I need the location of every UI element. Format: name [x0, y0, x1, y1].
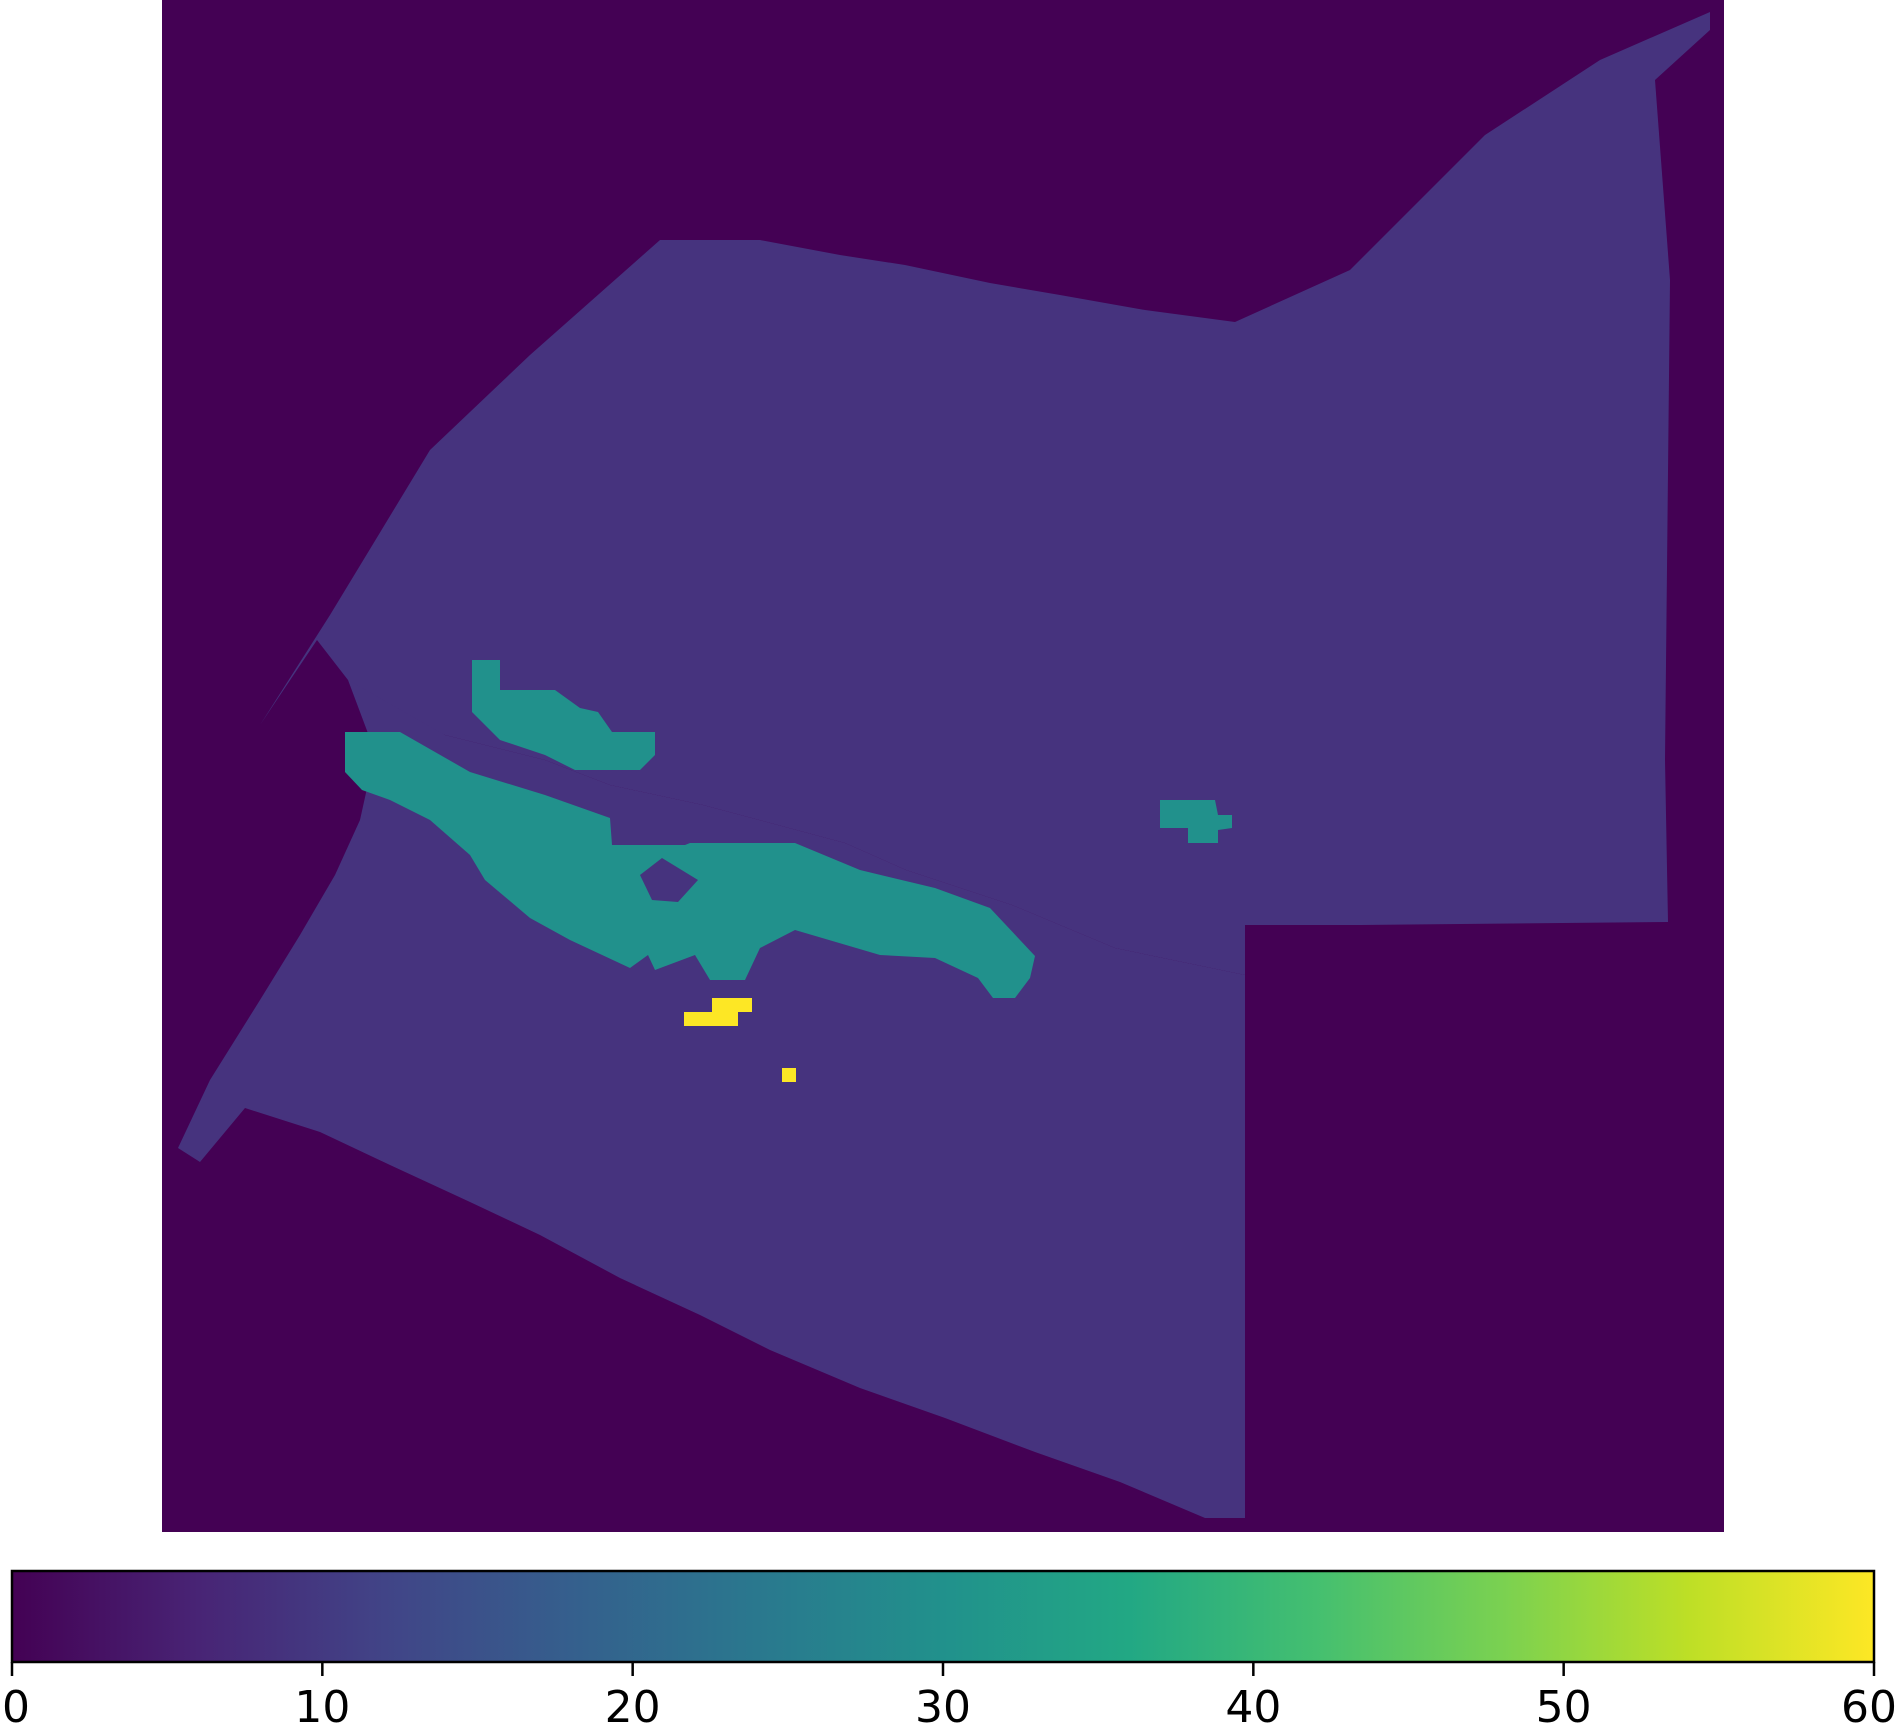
colorbar-ticks: 0 10 20 30 40 50 60: [2, 1662, 1897, 1733]
heatmap-image: [162, 0, 1724, 1532]
colorbar-tick-label: 60: [1841, 1682, 1897, 1733]
colorbar-tick-label: 40: [1225, 1682, 1281, 1733]
colorbar-tick-label: 20: [605, 1682, 661, 1733]
heatmap-teal-band: [345, 732, 1035, 998]
heatmap-hole: [640, 858, 698, 902]
heatmap-lower-sector: [178, 680, 1245, 1518]
heatmap-teal-small-left: [472, 660, 655, 770]
heatmap-yellow-spot: [684, 998, 752, 1026]
colorbar-tick-label: 50: [1536, 1682, 1592, 1733]
colorbar-gradient: [12, 1571, 1874, 1662]
colorbar-tick-label: 0: [2, 1682, 30, 1733]
heatmap-teal-small-right: [1160, 800, 1232, 843]
colorbar-tick-label: 30: [915, 1682, 971, 1733]
colorbar: 0 10 20 30 40 50 60: [2, 1569, 1897, 1733]
heatmap-yellow-dot: [782, 1068, 796, 1082]
colorbar-tick-label: 10: [294, 1682, 350, 1733]
